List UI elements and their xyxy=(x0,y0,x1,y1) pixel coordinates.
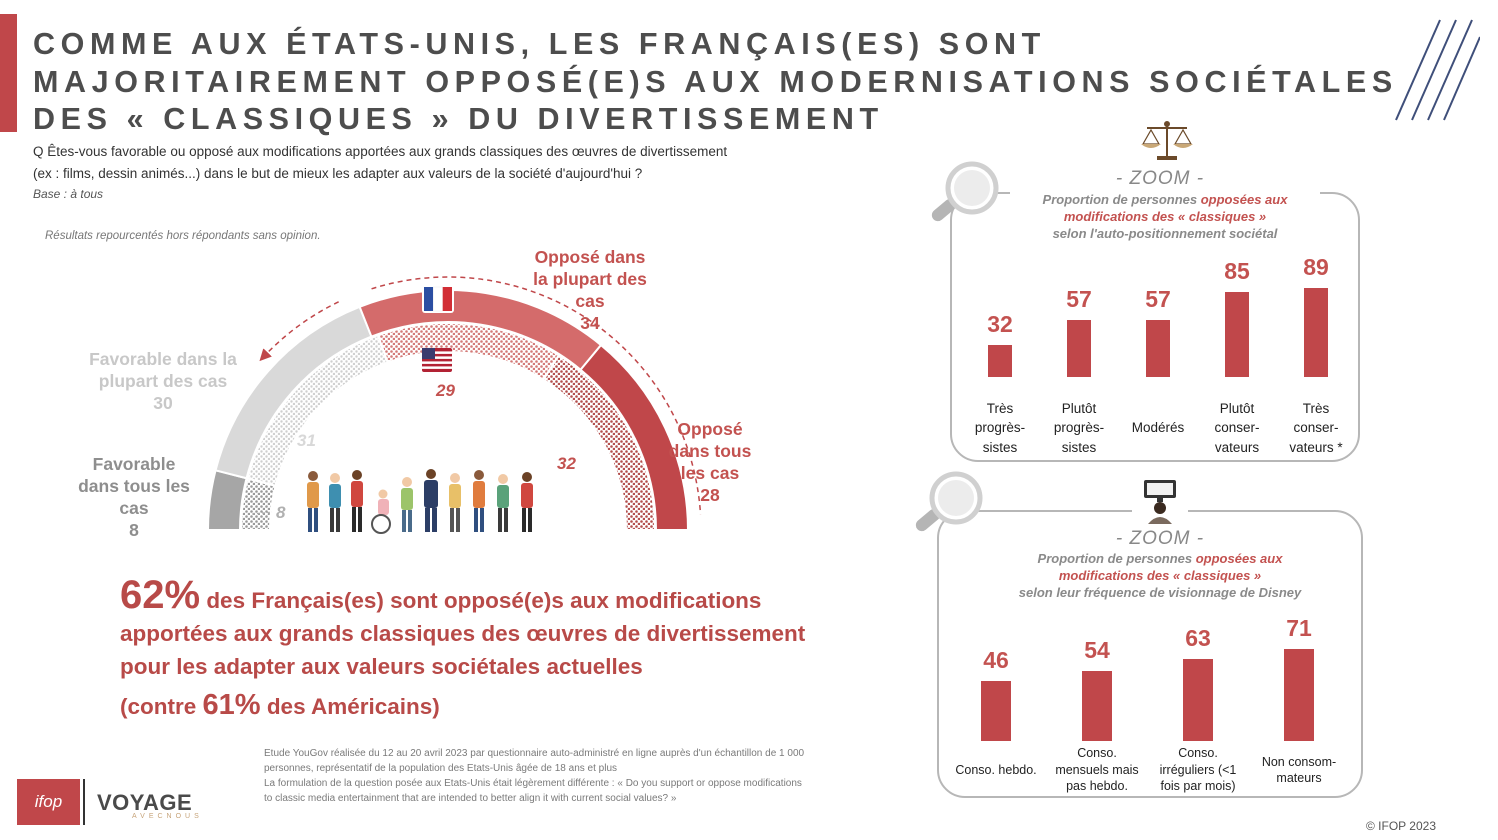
question-line-1: Q Êtes-vous favorable ou opposé aux modi… xyxy=(33,144,728,159)
zoom-1-title: - ZOOM - xyxy=(1060,168,1260,190)
gauge-label-opposed-most: Opposé dans la plupart des cas 34 xyxy=(520,246,660,334)
gauge-value: 34 xyxy=(580,313,600,333)
gauge-value: 30 xyxy=(153,393,173,413)
question-text: Q Êtes-vous favorable ou opposé aux modi… xyxy=(33,141,793,185)
favorable-leader-line xyxy=(251,511,273,515)
method-note: Résultats repourcentés hors répondants s… xyxy=(45,230,321,242)
base-note: Base : à tous xyxy=(33,187,104,201)
voyage-logo: VOYAGE xyxy=(97,790,193,815)
bar-value-label: 71 xyxy=(1286,614,1312,641)
gauge-segment xyxy=(239,477,277,531)
bar xyxy=(1225,292,1249,377)
us-value-opposed-all: 32 xyxy=(557,454,576,473)
gauge-value: 28 xyxy=(700,485,720,505)
bar-value-label: 85 xyxy=(1224,258,1250,284)
scales-icon-bg xyxy=(1121,118,1191,162)
accent-bar xyxy=(0,14,17,132)
gauge-label-favorable-most: Favorable dans la plupart des cas 30 xyxy=(68,348,258,414)
bar-category-label: Non consom-mateurs xyxy=(1261,754,1337,786)
bar xyxy=(1304,288,1328,377)
bar-category-label: Très progrès-sistes xyxy=(974,400,1026,455)
bar xyxy=(1082,670,1112,741)
headline-pct-us: 61% xyxy=(202,689,261,721)
bar xyxy=(1183,659,1213,741)
gauge-chart xyxy=(206,276,702,531)
tv-viewer-icon xyxy=(1144,480,1176,524)
scales-icon xyxy=(1141,121,1193,160)
bar-category-label: Très conser-vateurs * xyxy=(1289,400,1343,455)
bar xyxy=(1146,320,1170,377)
voyage-logo-subtitle: AVECNOUS xyxy=(132,813,203,820)
gauge-label-opposed-all: Opposé dans tous les cas 28 xyxy=(650,418,770,506)
bar-value-label: 57 xyxy=(1145,286,1171,312)
decorative-lines-icon xyxy=(1395,19,1480,121)
bar xyxy=(988,345,1012,377)
bar-category-label: Conso. hebdo. xyxy=(955,762,1037,777)
bar-category-label: Plutôt progrès-sistes xyxy=(1053,400,1105,455)
zoom-2-subtitle: Proportion de personnes opposées aux mod… xyxy=(990,550,1330,601)
magnifier-icon xyxy=(931,161,999,222)
gauge-label-favorable-all: Favorable dans tous les cas 8 xyxy=(64,453,204,541)
bar-value-label: 89 xyxy=(1303,254,1329,280)
magnifier-icon xyxy=(915,471,983,532)
us-flag-icon xyxy=(422,348,452,372)
headline-pct-fr: 62% xyxy=(120,573,201,617)
us-value-opposed-most: 29 xyxy=(436,381,455,400)
gauge-arrow-right xyxy=(371,276,702,515)
logo-separator xyxy=(83,779,85,825)
source-note: Etude YouGov réalisée du 12 au 20 avril … xyxy=(264,748,805,804)
question-line-2: (ex : films, dessin animés...) dans le b… xyxy=(33,166,643,181)
us-value-favorable-most: 31 xyxy=(297,431,316,450)
bar-value-label: 46 xyxy=(983,647,1009,674)
bar xyxy=(1067,320,1091,377)
bar-value-label: 32 xyxy=(987,311,1013,337)
headline-text: 62% des Français(es) sont opposé(e)s aux… xyxy=(120,573,806,721)
gauge-value: 8 xyxy=(129,520,139,540)
bar-value-label: 63 xyxy=(1185,625,1211,652)
gauge-arrow-left xyxy=(259,301,339,362)
bar-category-label: Conso. irréguliers (<1 fois par mois) xyxy=(1159,746,1237,794)
gauge-segment xyxy=(541,353,657,531)
bar-value-label: 54 xyxy=(1084,636,1110,663)
gauge-series-us xyxy=(239,322,657,531)
ifop-logo: ifop xyxy=(17,779,80,825)
bar-category-label: Modérés xyxy=(1131,420,1185,436)
copyright: © IFOP 2023 xyxy=(1366,819,1436,833)
bar-category-label: Plutôt conser-vateurs xyxy=(1214,400,1260,455)
france-flag-icon xyxy=(422,285,454,313)
bar-value-label: 57 xyxy=(1066,286,1092,312)
bar-category-label: Conso. mensuels mais pas hebdo. xyxy=(1055,746,1139,794)
bar xyxy=(1284,648,1314,741)
bar xyxy=(981,681,1011,741)
us-value-favorable-all: 8 xyxy=(276,503,286,522)
zoom-2-title: - ZOOM - xyxy=(1060,528,1260,550)
people-group-icon xyxy=(307,469,533,534)
zoom-1-subtitle: Proportion de personnes opposées aux mod… xyxy=(1010,191,1320,242)
page-title: COMME AUX ÉTATS-UNIS, LES FRANÇAIS(ES) S… xyxy=(33,27,1398,136)
